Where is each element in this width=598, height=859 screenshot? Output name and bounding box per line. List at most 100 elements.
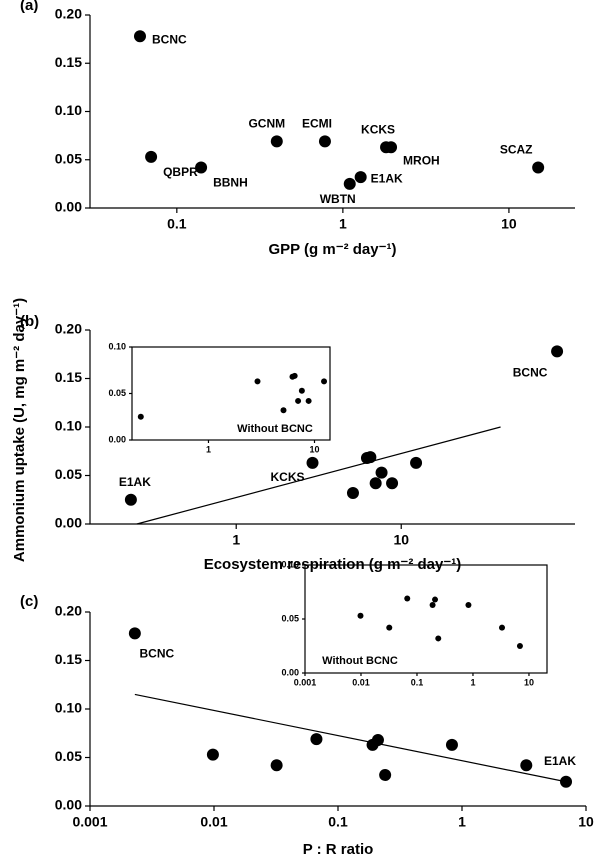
point xyxy=(280,407,287,414)
y-tick-label: 0.05 xyxy=(55,150,82,166)
point-label: BCNC xyxy=(152,32,187,46)
y-tick-label: 0.10 xyxy=(55,418,82,434)
x-tick-label: 1 xyxy=(470,677,475,687)
x-tick-label: 0.01 xyxy=(200,814,227,830)
point xyxy=(386,477,399,490)
point xyxy=(386,624,393,631)
point-label: KCKS xyxy=(361,122,395,136)
point xyxy=(343,177,356,190)
x-tick-label: 0.001 xyxy=(72,814,107,830)
annotation: Without BCNC xyxy=(322,655,398,667)
y-tick-label: 0.15 xyxy=(55,54,82,70)
point-label: QBPR xyxy=(163,165,198,179)
x-tick-label: 0.1 xyxy=(167,216,187,232)
x-tick-label: 10 xyxy=(309,444,319,454)
point xyxy=(124,493,137,506)
x-tick-label: 10 xyxy=(393,532,409,548)
y-tick-label: 0.10 xyxy=(55,102,82,118)
point xyxy=(254,378,261,385)
point xyxy=(499,624,506,631)
point xyxy=(270,135,283,148)
x-tick-label: 0.01 xyxy=(352,677,370,687)
y-tick-label: 0.10 xyxy=(108,341,126,351)
point xyxy=(369,477,382,490)
y-tick-label: 0.20 xyxy=(55,6,82,22)
y-tick-label: 0.10 xyxy=(281,559,299,569)
y-tick-label: 0.00 xyxy=(108,434,126,444)
point-label: E1AK xyxy=(119,475,151,489)
x-tick-label: 10 xyxy=(501,216,517,232)
point xyxy=(346,486,359,499)
x-tick-label: 0.1 xyxy=(328,814,348,830)
y-tick-label: 0.10 xyxy=(55,700,82,716)
y-tick-label: 0.15 xyxy=(55,369,82,385)
y-axis-label: Ammonium uptake (U, mg m⁻² day⁻¹) xyxy=(11,298,28,562)
point xyxy=(520,759,533,772)
y-tick-label: 0.05 xyxy=(55,466,82,482)
x-tick-label: 0.1 xyxy=(411,677,424,687)
y-tick-label: 0.05 xyxy=(55,748,82,764)
point-label: WBTN xyxy=(320,192,356,206)
point xyxy=(305,397,312,404)
point-label: E1AK xyxy=(371,171,403,185)
point xyxy=(404,595,411,602)
point xyxy=(137,413,144,420)
point-label: BBNH xyxy=(213,176,248,190)
y-tick-label: 0.00 xyxy=(281,667,299,677)
point-label: BCNC xyxy=(513,366,548,380)
point xyxy=(385,141,398,154)
x-tick-label: 1 xyxy=(458,814,466,830)
point xyxy=(429,601,436,608)
point xyxy=(291,372,298,379)
point xyxy=(364,451,377,464)
point xyxy=(321,378,328,385)
point xyxy=(195,161,208,174)
axes xyxy=(89,330,575,525)
point xyxy=(357,612,364,619)
panel-label: (a) xyxy=(20,0,38,14)
fit-line xyxy=(136,426,501,525)
y-tick-label: 0.15 xyxy=(55,651,82,667)
y-tick-label: 0.00 xyxy=(55,199,82,215)
point xyxy=(371,734,384,747)
point xyxy=(206,748,219,761)
y-tick-label: 0.20 xyxy=(55,603,82,619)
point-label: E1AK xyxy=(544,754,576,768)
x-axis-label: GPP (g m⁻² day⁻¹) xyxy=(268,241,396,258)
point xyxy=(375,466,388,479)
y-tick-label: 0.20 xyxy=(55,321,82,337)
point-label: KCKS xyxy=(271,470,305,484)
x-tick-label: 1 xyxy=(232,532,240,548)
point-label: BCNC xyxy=(140,647,175,661)
point xyxy=(133,30,146,43)
x-tick-label: 10 xyxy=(524,677,534,687)
point xyxy=(306,456,319,469)
annotation: Without BCNC xyxy=(237,423,313,435)
point xyxy=(445,738,458,751)
y-tick-label: 0.00 xyxy=(55,797,82,813)
panel-label: (b) xyxy=(20,313,39,330)
point xyxy=(465,601,472,608)
y-tick-label: 0.00 xyxy=(55,515,82,531)
point xyxy=(532,161,545,174)
point-label: SCAZ xyxy=(500,143,533,157)
x-axis-label: P : R ratio xyxy=(303,841,374,858)
point xyxy=(432,596,439,603)
fit-line xyxy=(134,693,567,783)
point xyxy=(551,345,564,358)
point xyxy=(318,135,331,148)
point xyxy=(270,759,283,772)
point xyxy=(516,643,523,649)
point xyxy=(298,387,305,394)
point xyxy=(310,733,323,746)
point xyxy=(354,171,367,184)
point-label: GCNM xyxy=(248,117,285,131)
x-tick-label: 1 xyxy=(206,444,211,454)
y-tick-label: 0.05 xyxy=(108,388,126,398)
point xyxy=(410,456,423,469)
y-tick-label: 0.05 xyxy=(281,613,299,623)
point-label: MROH xyxy=(403,153,440,167)
x-tick-label: 1 xyxy=(339,216,347,232)
point xyxy=(295,397,302,404)
